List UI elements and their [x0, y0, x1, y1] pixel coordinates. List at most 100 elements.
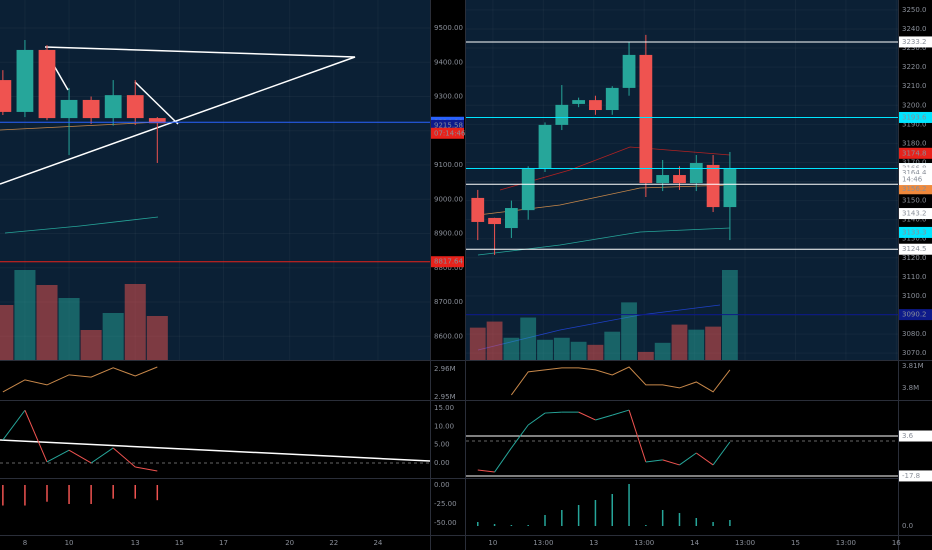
- y-tick-label: 8900.00: [434, 230, 463, 238]
- y-tick-label: 3120.0: [902, 254, 927, 262]
- x-tick-label: 24: [373, 539, 382, 547]
- histogram-bar: [577, 505, 580, 526]
- candle-body: [0, 80, 12, 112]
- x-tick-label: 15: [175, 539, 184, 547]
- histogram-bar: [493, 524, 496, 526]
- histogram-bar: [2, 484, 4, 506]
- y-tick-label: 9100.00: [434, 161, 463, 169]
- oscillator-segment: [510, 424, 529, 449]
- y-tick-label: 3220.0: [902, 63, 927, 71]
- oscillator-segment: [68, 449, 92, 464]
- countdown-tag: [431, 127, 464, 139]
- y-tick-label: 5.00: [434, 441, 450, 449]
- price-tag-label: 3.6: [902, 432, 914, 440]
- price-tag: [899, 147, 932, 159]
- y-tick-label: 9000.00: [434, 195, 463, 203]
- price-tag-label: 8817.64: [434, 258, 463, 266]
- price-tag: [899, 183, 932, 195]
- x-tick-label: 17: [219, 539, 228, 547]
- y-tick-label: 15.00: [434, 404, 454, 412]
- moving-average: [4, 216, 159, 234]
- volume-bar: [621, 302, 637, 360]
- moving-average: [0, 121, 161, 131]
- y-tick-label: 0.00: [434, 481, 450, 489]
- y-tick-label: 3150.0: [902, 197, 927, 205]
- volume-bar: [671, 324, 688, 360]
- price-tag-label: -17.8: [902, 472, 920, 480]
- oscillator-segment: [595, 414, 613, 421]
- histogram-bar: [729, 520, 731, 526]
- price-tag: [899, 167, 932, 179]
- candle-body: [104, 95, 122, 119]
- oscillator-segment: [24, 410, 48, 463]
- y-tick-label: 10.00: [434, 422, 454, 430]
- candle-body: [38, 49, 56, 119]
- histogram-bar: [561, 510, 563, 526]
- y-tick-label: 3.8M: [902, 384, 919, 392]
- volume-bar: [705, 326, 722, 360]
- candle-body: [521, 167, 535, 211]
- y-tick-label: 3130.0: [902, 235, 927, 243]
- histogram-bar: [527, 525, 529, 526]
- trend-line: [0, 439, 431, 462]
- candle-body: [538, 124, 552, 168]
- countdown-label: 14:46: [902, 176, 923, 184]
- oscillator-segment: [628, 409, 647, 463]
- histogram-bar: [611, 494, 613, 526]
- x-tick-label: 13: [131, 539, 140, 547]
- histogram-bar: [24, 484, 26, 506]
- candle-body: [639, 54, 653, 184]
- histogram-bar: [645, 525, 647, 526]
- candle-body: [16, 49, 34, 112]
- x-tick-label: 16: [892, 539, 901, 547]
- oscillator-segment: [527, 412, 546, 426]
- x-tick-label: 20: [285, 539, 294, 547]
- price-tag-label: 3090.2: [902, 311, 927, 319]
- candle-body: [656, 175, 670, 184]
- moving-average: [477, 227, 731, 256]
- y-tick-label: 3100.0: [902, 292, 927, 300]
- y-tick-label: 3250.0: [902, 6, 927, 14]
- y-tick-label: 3170.0: [902, 158, 927, 166]
- volume-bar: [486, 321, 503, 360]
- volume-bar: [637, 351, 654, 360]
- x-tick-label: 14: [690, 539, 699, 547]
- x-tick-label: 13: [589, 539, 598, 547]
- oscillator-segment: [2, 409, 26, 441]
- candle-body: [82, 99, 100, 119]
- candle-body: [622, 54, 636, 88]
- y-tick-label: 2.95M: [434, 393, 456, 401]
- x-tick-label: 15: [791, 539, 800, 547]
- histogram-bar: [112, 484, 114, 499]
- volume-bar: [520, 317, 537, 360]
- x-tick-label: 13:00: [836, 539, 856, 547]
- price-tag: [899, 111, 932, 123]
- price-tag-label: 3233.2: [902, 38, 927, 46]
- oscillator-segment: [645, 459, 663, 463]
- price-tag: [899, 430, 932, 442]
- candle-body: [555, 104, 569, 125]
- price-tag: [899, 243, 932, 255]
- price-tag: [899, 309, 932, 321]
- countdown-tag: [899, 174, 932, 186]
- histogram-bar: [134, 484, 136, 499]
- y-tick-label: 0.00: [434, 459, 450, 467]
- y-tick-label: 8800.00: [434, 264, 463, 272]
- oscillator-segment: [90, 447, 114, 464]
- oscillator-segment: [612, 409, 630, 416]
- volume-bar: [146, 316, 168, 360]
- volume-bar: [36, 285, 58, 360]
- histogram-bar: [678, 513, 681, 526]
- y-tick-label: 3.81M: [902, 362, 924, 370]
- oscillator-segment: [494, 447, 512, 473]
- price-tag-label: 3133.3: [902, 228, 927, 236]
- candle-body: [148, 118, 166, 124]
- price-tag-label: 3156.2: [902, 185, 927, 193]
- y-tick-label: 8600.00: [434, 332, 463, 340]
- histogram-bar: [712, 522, 714, 526]
- oscillator-segment: [679, 452, 697, 466]
- x-tick-label: 8: [23, 539, 27, 547]
- y-tick-label: 3110.0: [902, 273, 927, 281]
